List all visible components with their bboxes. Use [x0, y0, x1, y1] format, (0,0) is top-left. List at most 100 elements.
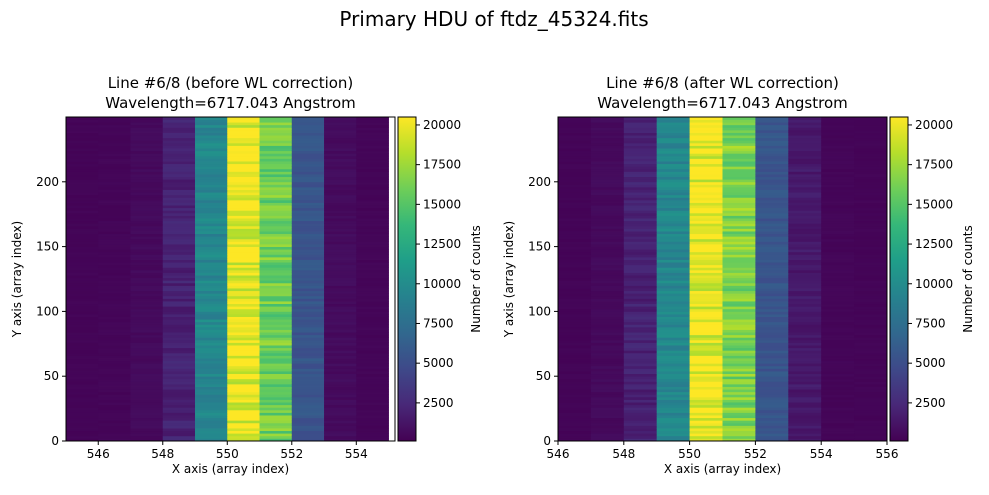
- heatmap-cell: [689, 161, 723, 165]
- heatmap-cell: [162, 223, 196, 227]
- heatmap-cell: [259, 259, 293, 263]
- heatmap-cell: [227, 231, 260, 235]
- heatmap-cell: [227, 339, 260, 343]
- heatmap-cell: [623, 199, 658, 203]
- heatmap-cell: [821, 360, 855, 364]
- heatmap-cell: [854, 277, 887, 281]
- heatmap-cell: [162, 142, 196, 146]
- heatmap-cell: [66, 228, 99, 232]
- heatmap-cell: [590, 186, 625, 190]
- heatmap-cell: [722, 306, 756, 310]
- heatmap-cell: [324, 373, 357, 377]
- heatmap-cell: [689, 363, 723, 367]
- heatmap-cell: [656, 329, 690, 333]
- heatmap-cell: [755, 342, 789, 346]
- heatmap-cell: [558, 290, 592, 294]
- heatmap-cell: [755, 438, 789, 441]
- heatmap-column: [227, 117, 260, 441]
- heatmap-cell: [162, 285, 196, 289]
- heatmap-cell: [854, 360, 887, 364]
- heatmap-cell: [195, 288, 228, 292]
- heatmap-cell: [66, 179, 99, 183]
- heatmap-cell: [291, 272, 325, 276]
- heatmap-cell: [356, 417, 389, 421]
- heatmap-cell: [291, 171, 325, 175]
- heatmap-cell: [195, 207, 228, 211]
- heatmap-cell: [722, 345, 756, 349]
- heatmap-cell: [755, 391, 789, 395]
- heatmap-cell: [558, 326, 592, 330]
- heatmap-cell: [623, 368, 658, 372]
- heatmap-cell: [291, 158, 325, 162]
- heatmap-cell: [821, 236, 855, 240]
- heatmap-cell: [854, 249, 887, 253]
- heatmap-cell: [227, 345, 260, 349]
- heatmap-cell: [66, 140, 99, 144]
- heatmap-cell: [689, 415, 723, 419]
- heatmap-cell: [356, 189, 389, 193]
- heatmap-cell: [656, 127, 690, 131]
- heatmap-cell: [623, 378, 658, 382]
- heatmap-cell: [755, 129, 789, 133]
- heatmap-cell: [821, 176, 855, 180]
- heatmap-cell: [66, 150, 99, 154]
- heatmap-cell: [66, 326, 99, 330]
- heatmap-cell: [755, 189, 789, 193]
- heatmap-cell: [623, 124, 658, 128]
- heatmap-cell: [821, 259, 855, 263]
- heatmap-cell: [98, 290, 131, 294]
- heatmap-cell: [98, 277, 131, 281]
- heatmap-cell: [623, 358, 658, 362]
- heatmap-cell: [755, 119, 789, 123]
- heatmap-cell: [722, 303, 756, 307]
- heatmap-cell: [558, 334, 592, 338]
- heatmap-cell: [788, 368, 822, 372]
- x-tick-label: 550: [216, 447, 239, 461]
- heatmap-cell: [722, 148, 756, 152]
- heatmap-cell: [162, 256, 196, 260]
- heatmap-cell: [590, 280, 625, 284]
- heatmap-cell: [324, 306, 357, 310]
- heatmap-cell: [291, 412, 325, 416]
- heatmap-cell: [590, 228, 625, 232]
- heatmap-cell: [854, 433, 887, 437]
- heatmap-cell: [130, 163, 164, 167]
- heatmap-cell: [722, 194, 756, 198]
- heatmap-cell: [162, 199, 196, 203]
- heatmap-cell: [656, 399, 690, 403]
- heatmap-cell: [821, 358, 855, 362]
- heatmap-cell: [227, 311, 260, 315]
- heatmap-cell: [195, 171, 228, 175]
- heatmap-cell: [356, 412, 389, 416]
- heatmap-cell: [130, 161, 164, 165]
- heatmap-cell: [162, 378, 196, 382]
- heatmap-cell: [66, 422, 99, 426]
- heatmap-cell: [98, 129, 131, 133]
- heatmap-cell: [590, 350, 625, 354]
- heatmap-cell: [291, 420, 325, 424]
- heatmap-cell: [558, 352, 592, 356]
- heatmap-cell: [259, 321, 293, 325]
- heatmap-cell: [656, 199, 690, 203]
- heatmap-cell: [590, 251, 625, 255]
- heatmap-cell: [162, 303, 196, 307]
- heatmap-cell: [291, 256, 325, 260]
- heatmap-cell: [689, 135, 723, 139]
- heatmap-cell: [788, 127, 822, 131]
- heatmap-cell: [755, 269, 789, 273]
- heatmap-cell: [755, 337, 789, 341]
- heatmap-cell: [259, 231, 293, 235]
- heatmap-cell: [98, 306, 131, 310]
- heatmap-cell: [590, 184, 625, 188]
- heatmap-cell: [130, 415, 164, 419]
- heatmap-cell: [854, 298, 887, 302]
- heatmap-cell: [722, 163, 756, 167]
- heatmap-cell: [324, 161, 357, 165]
- heatmap-cell: [356, 171, 389, 175]
- heatmap-cell: [854, 352, 887, 356]
- heatmap-cell: [324, 425, 357, 429]
- heatmap-cell: [788, 350, 822, 354]
- heatmap-cell: [162, 269, 196, 273]
- heatmap-cell: [656, 153, 690, 157]
- heatmap-cell: [558, 246, 592, 250]
